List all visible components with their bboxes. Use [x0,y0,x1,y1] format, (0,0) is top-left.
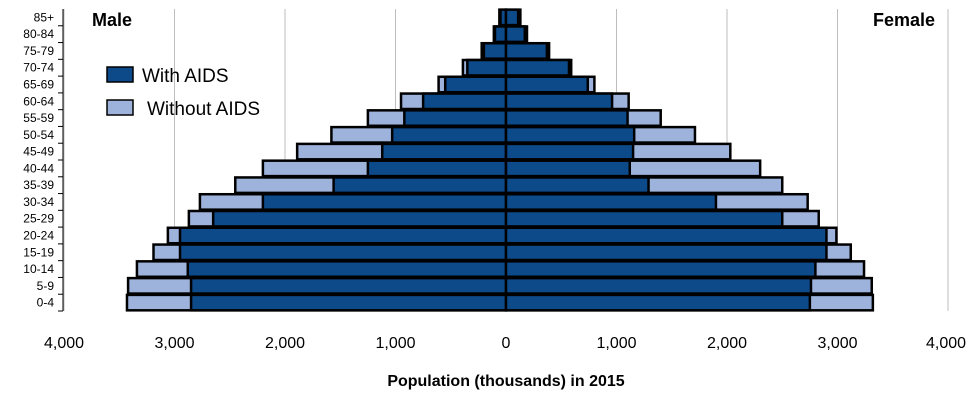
bar-with-aids-female-30-34 [504,192,718,211]
x-tick-label-0: 4,000 [44,335,84,352]
bar-with-aids-male-10-14 [186,260,508,279]
age-label-20-24: 20-24 [23,229,54,243]
legend: With AIDS Without AIDS [106,66,260,120]
bar-with-aids-male-15-19 [178,243,508,262]
age-label-85+: 85+ [34,10,54,24]
bar-with-aids-male-25-29 [211,209,508,228]
x-tick-label-4: 0 [502,335,511,352]
x-tick-label-3: 1,000 [375,335,415,352]
age-label-50-54: 50-54 [23,128,54,142]
age-label-0-4: 0-4 [37,296,55,310]
bar-with-aids-male-35-39 [332,176,508,195]
age-label-65-69: 65-69 [23,78,54,92]
x-tick-labels: 4,000 3,000 2,000 1,000 0 1,000 2,000 3,000 4,00… [44,335,966,352]
x-tick-label-7: 3,000 [817,335,857,352]
age-label-75-79: 75-79 [23,44,54,58]
age-label-5-9: 5-9 [37,279,55,293]
bar-with-aids-male-60-64 [421,92,508,111]
bar-with-aids-male-30-34 [261,192,508,211]
x-tick-label-6: 2,000 [707,335,747,352]
bar-with-aids-female-65-69 [504,75,590,94]
age-label-15-19: 15-19 [23,245,54,259]
bars-with-aids [178,8,828,312]
bar-with-aids-male-5-9 [189,276,508,295]
age-label-30-34: 30-34 [23,195,54,209]
x-tick-label-5: 1,000 [596,335,636,352]
age-label-40-44: 40-44 [23,161,54,175]
bar-with-aids-male-65-69 [443,75,508,94]
legend-label-without-aids: Without AIDS [147,99,260,120]
bar-with-aids-male-80-84 [493,25,508,44]
age-label-35-39: 35-39 [23,178,54,192]
age-label-10-14: 10-14 [23,262,54,276]
bar-with-aids-female-85+ [504,8,520,27]
bar-with-aids-male-45-49 [380,142,508,161]
legend-swatch-with-aids [106,66,134,83]
age-label-25-29: 25-29 [23,212,54,226]
x-tick-label-8: 4,000 [926,335,966,352]
bar-with-aids-female-80-84 [504,25,527,44]
bar-with-aids-female-70-74 [504,58,571,77]
female-side-label: Female [873,10,935,30]
bar-with-aids-female-20-24 [504,226,828,245]
age-label-80-84: 80-84 [23,27,54,41]
bar-with-aids-female-45-49 [504,142,635,161]
x-tick-label-2: 2,000 [265,335,305,352]
bar-with-aids-female-0-4 [504,293,812,312]
bar-with-aids-male-0-4 [189,293,508,312]
bar-with-aids-female-10-14 [504,260,817,279]
bar-with-aids-female-50-54 [504,125,636,144]
bar-with-aids-male-20-24 [178,226,508,245]
bar-with-aids-female-35-39 [504,176,650,195]
age-label-70-74: 70-74 [23,61,54,75]
bar-with-aids-male-55-59 [403,109,508,128]
bar-with-aids-female-5-9 [504,276,813,295]
bar-with-aids-female-25-29 [504,209,784,228]
bar-with-aids-male-40-44 [366,159,508,178]
age-label-45-49: 45-49 [23,145,54,159]
legend-label-with-aids: With AIDS [142,66,229,87]
bar-with-aids-male-70-74 [466,58,508,77]
bar-with-aids-male-75-79 [482,41,508,60]
bar-with-aids-female-60-64 [504,92,614,111]
age-labels: 0-4 5-9 10-14 15-19 20-24 25-29 30-34 35-39 40-4… [23,10,63,312]
legend-swatch-without-aids [106,99,134,116]
bar-with-aids-female-55-59 [504,109,629,128]
x-tick-label-1: 3,000 [154,335,194,352]
bar-with-aids-female-40-44 [504,159,632,178]
bar-with-aids-female-75-79 [504,41,549,60]
male-side-label: Male [92,10,132,30]
age-label-60-64: 60-64 [23,94,54,108]
age-label-55-59: 55-59 [23,111,54,125]
bar-with-aids-male-50-54 [390,125,508,144]
bar-with-aids-female-15-19 [504,243,828,262]
x-axis-title: Population (thousands) in 2015 [387,373,624,390]
